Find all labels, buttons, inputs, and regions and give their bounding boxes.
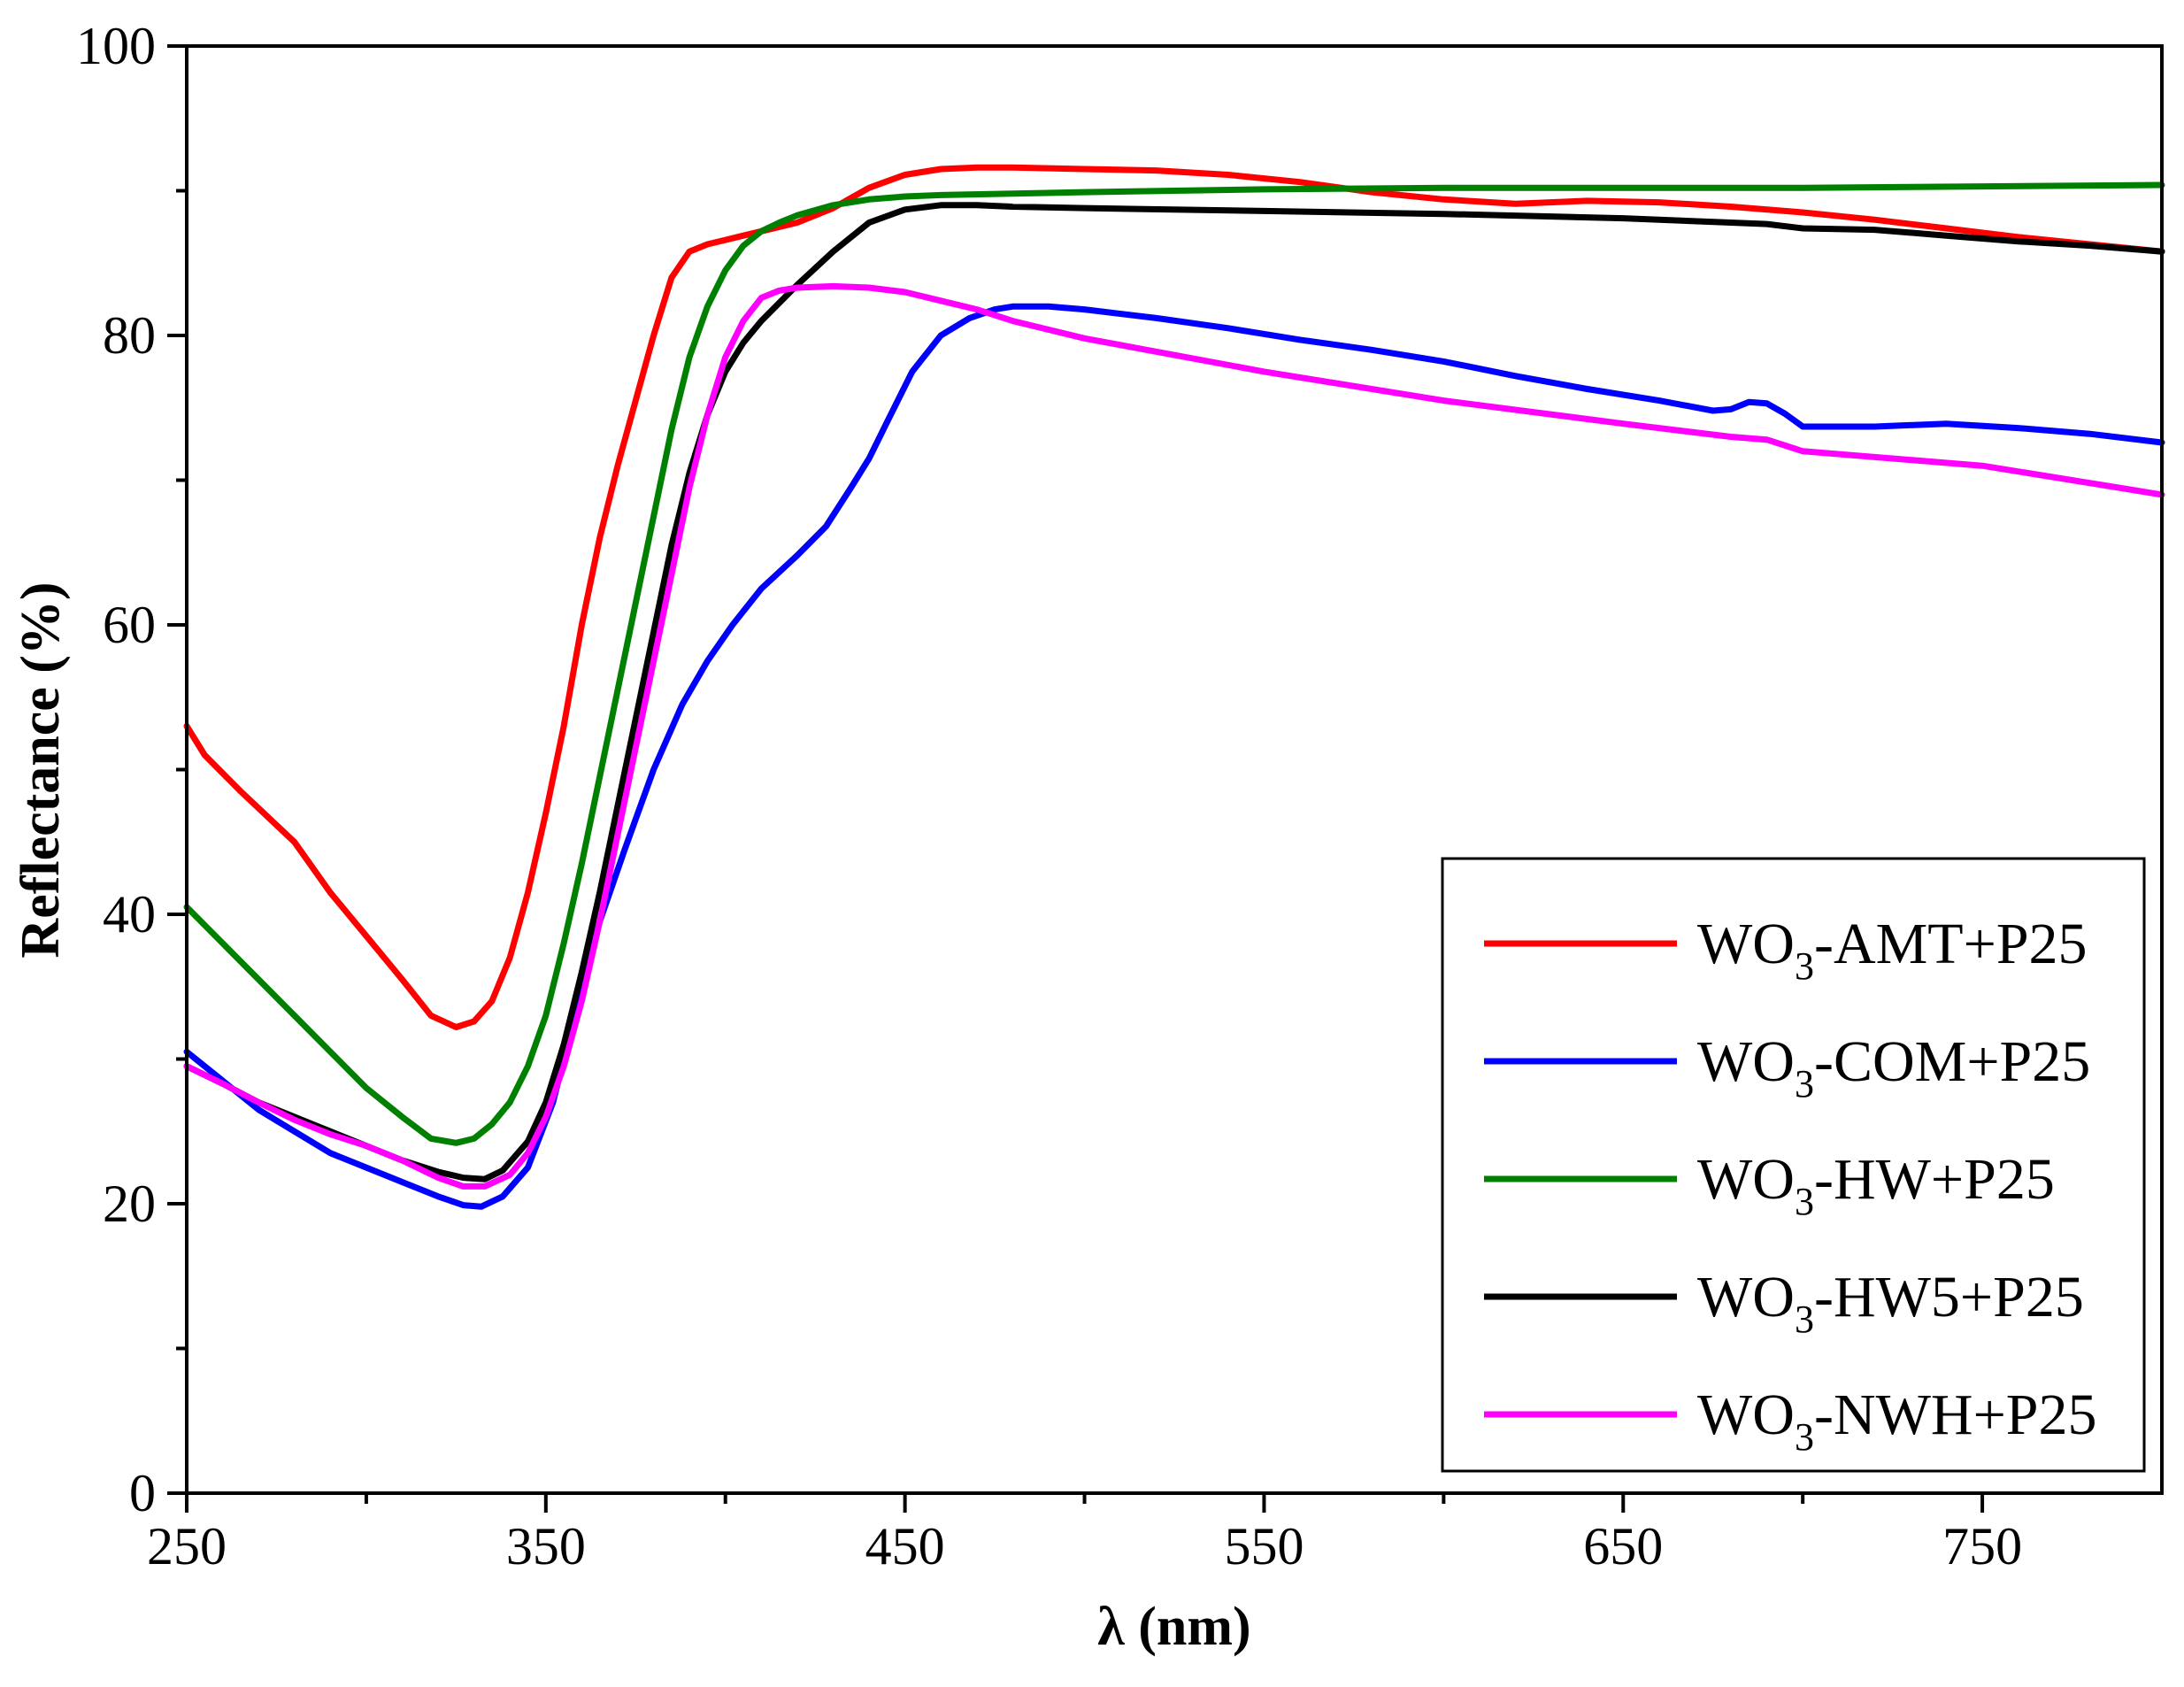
legend-label-rest: -HW5+P25 <box>1814 1265 2084 1329</box>
legend: WO3-AMT+P25WO3-COM+P25WO3-HW+P25WO3-HW5+… <box>1441 857 2146 1473</box>
legend-label-rest: -HW+P25 <box>1814 1147 2055 1212</box>
legend-label-rest: -AMT+P25 <box>1814 912 2088 976</box>
legend-label-2: WO3-COM+P25 <box>1697 1029 2090 1105</box>
y-tick-label: 20 <box>103 1175 156 1233</box>
legend-label-main: WO <box>1697 1029 1795 1094</box>
x-tick-label: 450 <box>865 1517 945 1575</box>
x-tick-label: 550 <box>1224 1517 1303 1575</box>
legend-label-1: WO3-AMT+P25 <box>1697 912 2088 988</box>
legend-label-subscript: 3 <box>1795 944 1814 988</box>
legend-label-3: WO3-HW+P25 <box>1697 1147 2055 1223</box>
y-tick-label: 60 <box>103 596 156 654</box>
y-tick-label: 100 <box>76 17 156 75</box>
legend-label-main: WO <box>1697 1147 1795 1212</box>
x-tick-label: 750 <box>1942 1517 2022 1575</box>
series-line-3 <box>183 181 2165 1146</box>
legend-label-subscript: 3 <box>1795 1415 1814 1459</box>
series-line-2 <box>183 303 2165 1210</box>
legend-label-main: WO <box>1697 1265 1795 1329</box>
y-tick-label: 0 <box>129 1464 156 1522</box>
y-tick-label: 80 <box>103 306 156 365</box>
x-axis-title: λ (nm) <box>1097 1597 1250 1657</box>
legend-box <box>1441 857 2146 1473</box>
x-tick-label: 650 <box>1583 1517 1663 1575</box>
legend-label-main: WO <box>1697 912 1795 976</box>
legend-label-rest: -COM+P25 <box>1814 1029 2090 1094</box>
legend-label-subscript: 3 <box>1795 1062 1814 1105</box>
legend-label-4: WO3-HW5+P25 <box>1697 1265 2084 1341</box>
x-tick-label: 350 <box>506 1517 586 1575</box>
legend-label-main: WO <box>1697 1383 1795 1447</box>
series-line-5 <box>183 282 2165 1190</box>
series-line-1 <box>183 164 2165 1030</box>
legend-label-5: WO3-NWH+P25 <box>1697 1383 2097 1459</box>
legend-label-subscript: 3 <box>1795 1298 1814 1341</box>
y-axis-title: Reflectance (%) <box>11 582 71 958</box>
series-lines <box>183 164 2165 1210</box>
legend-label-rest: -NWH+P25 <box>1814 1383 2097 1447</box>
axis-ticks: 250 350 450 550 650 750 0 20 40 60 80 100 <box>76 17 2022 1575</box>
legend-label-subscript: 3 <box>1795 1180 1814 1223</box>
x-tick-label: 250 <box>147 1517 227 1575</box>
y-tick-label: 40 <box>103 885 156 944</box>
